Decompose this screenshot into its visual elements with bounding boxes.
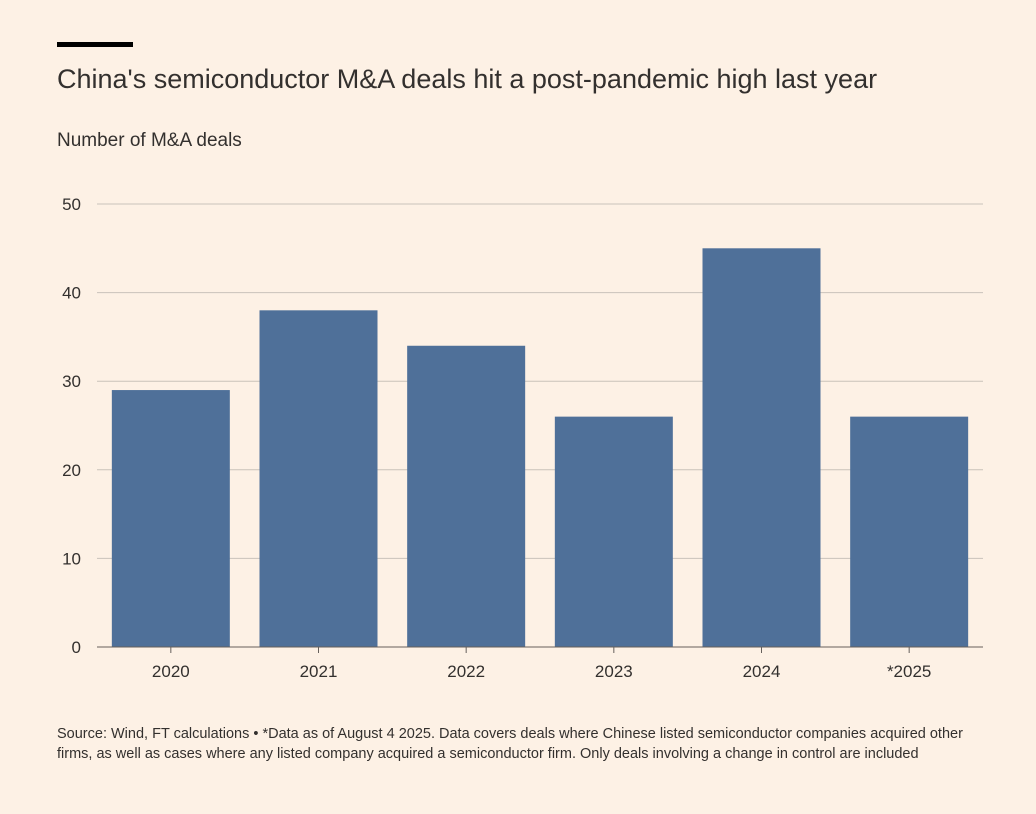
x-tick-label-2023: 2023 — [595, 662, 633, 681]
gridlines — [97, 203, 983, 559]
y-tick-label-30: 30 — [62, 372, 81, 391]
y-tick-label-20: 20 — [62, 461, 81, 480]
y-tick-label-40: 40 — [62, 284, 81, 303]
bar-2023 — [554, 416, 673, 647]
axes: 0 10 20 30 40 50 2020 2021 2022 2023 2024 *2025 — [62, 195, 983, 681]
bar-chart: 0 10 20 30 40 50 2020 2021 2022 2023 2024 *2025 — [62, 195, 983, 681]
bar-2025 — [850, 416, 969, 647]
bar-2021 — [259, 310, 378, 647]
x-tick-label-2020: 2020 — [152, 662, 190, 681]
bar-2024 — [702, 248, 821, 648]
y-axis-label: Number of M&A deals — [57, 130, 242, 151]
x-tick-label-2022: 2022 — [447, 662, 485, 681]
y-tick-label-0: 0 — [72, 638, 81, 657]
x-tick-label-2025: *2025 — [887, 662, 931, 681]
x-tick-label-2021: 2021 — [300, 662, 338, 681]
source-footnote: Source: Wind, FT calculations • *Data as… — [57, 726, 963, 762]
x-tick-label-2024: 2024 — [743, 662, 781, 681]
y-tick-label-10: 10 — [62, 549, 81, 568]
bar-2022 — [407, 345, 526, 647]
bar-2020 — [111, 390, 230, 647]
y-tick-label-50: 50 — [62, 195, 81, 214]
chart-title: China's semiconductor M&A deals hit a po… — [57, 64, 878, 94]
header-rule — [57, 42, 133, 47]
bars — [111, 248, 969, 648]
